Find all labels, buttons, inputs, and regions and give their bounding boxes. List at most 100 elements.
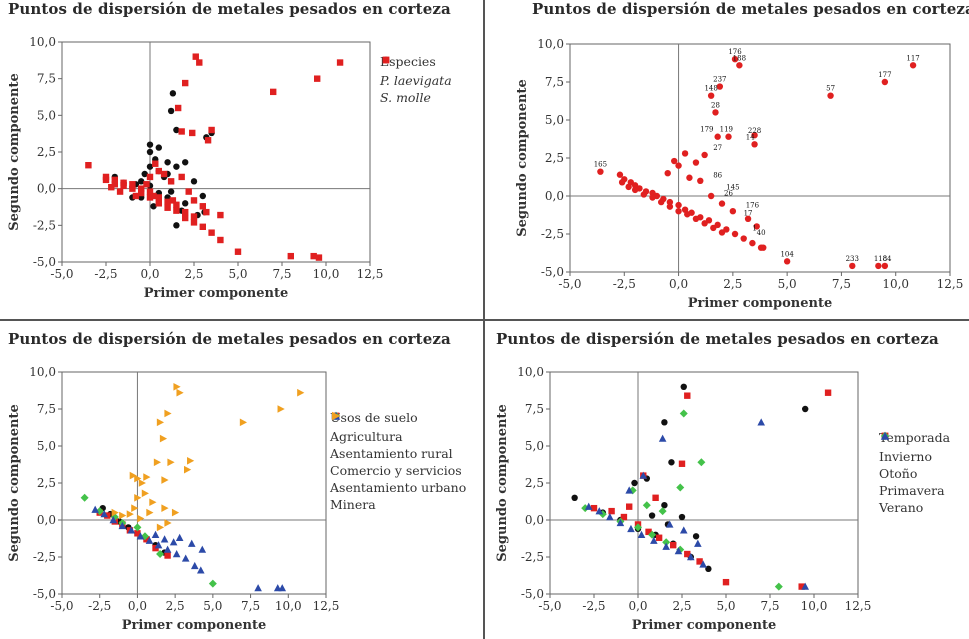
data-point bbox=[192, 53, 199, 60]
data-point bbox=[666, 198, 674, 206]
legend-label: Otoño bbox=[879, 466, 918, 481]
legend-title: Temporada bbox=[879, 430, 951, 445]
data-point bbox=[731, 56, 739, 63]
data-point bbox=[881, 78, 889, 86]
y-tick-label: 7,5 bbox=[37, 72, 56, 86]
x-tick-label: 12,5 bbox=[313, 599, 340, 613]
y-tick-label: 7,5 bbox=[37, 402, 56, 416]
data-point bbox=[173, 126, 180, 134]
y-tick-label: 2,5 bbox=[37, 476, 56, 490]
data-point bbox=[658, 434, 667, 442]
data-point bbox=[595, 507, 604, 515]
y-tick-label: -5,0 bbox=[33, 587, 56, 601]
point-label: 27 bbox=[713, 144, 722, 152]
data-point bbox=[182, 200, 189, 207]
data-point bbox=[137, 514, 145, 523]
data-point bbox=[138, 189, 145, 197]
data-point bbox=[141, 170, 148, 178]
data-point bbox=[204, 137, 212, 144]
data-point bbox=[169, 538, 178, 546]
data-point bbox=[109, 516, 118, 524]
data-point bbox=[642, 501, 651, 510]
data-point bbox=[590, 504, 598, 512]
x-tick-label: -2,5 bbox=[613, 277, 636, 291]
x-tick-label: 7,5 bbox=[760, 599, 779, 613]
legend-item-agricultura: Agricultura bbox=[330, 412, 466, 445]
x-tick-label: 5,0 bbox=[716, 599, 735, 613]
y-tick-label: 0,0 bbox=[37, 513, 56, 527]
data-point bbox=[161, 504, 169, 512]
x-axis-label: Primer componente bbox=[122, 618, 267, 633]
y-tick-label: 2,5 bbox=[525, 476, 544, 490]
data-point bbox=[171, 508, 180, 517]
data-point bbox=[156, 550, 165, 559]
data-point bbox=[696, 558, 703, 565]
data-point bbox=[153, 458, 162, 467]
data-point bbox=[159, 434, 168, 443]
data-point bbox=[634, 523, 642, 532]
data-point bbox=[178, 128, 185, 135]
y-tick-label: 10,0 bbox=[517, 365, 544, 379]
data-point bbox=[674, 547, 683, 555]
x-tick-label: -5,0 bbox=[50, 267, 73, 281]
x-tick-label: 2,5 bbox=[166, 599, 185, 613]
data-point bbox=[824, 389, 832, 396]
data-point bbox=[208, 229, 215, 236]
data-point bbox=[729, 208, 737, 215]
legend-label: Verano bbox=[879, 500, 924, 515]
data-point bbox=[676, 483, 685, 492]
data-point bbox=[146, 194, 154, 201]
data-point bbox=[881, 262, 889, 270]
data-point bbox=[684, 392, 691, 399]
data-point bbox=[127, 526, 136, 534]
x-tick-label: 0,0 bbox=[669, 277, 688, 291]
series-3 bbox=[91, 505, 287, 592]
series-2 bbox=[581, 409, 783, 591]
data-point bbox=[697, 458, 706, 467]
x-axis-label: Primer componente bbox=[632, 618, 777, 633]
data-point bbox=[203, 208, 210, 216]
horizontal-divider bbox=[0, 319, 969, 321]
data-point bbox=[608, 507, 615, 515]
data-point bbox=[626, 503, 633, 510]
data-point bbox=[694, 539, 702, 547]
chart-panel-land-use: Puntos de dispersión de metales pesados … bbox=[0, 322, 480, 639]
data-point bbox=[164, 159, 171, 166]
data-point bbox=[684, 211, 691, 218]
data-point bbox=[336, 59, 344, 66]
legend-item-p-laevigata: P. laevigata bbox=[380, 56, 452, 89]
data-point bbox=[190, 178, 198, 185]
data-point bbox=[111, 508, 119, 517]
data-point bbox=[277, 405, 285, 413]
data-point bbox=[662, 542, 670, 550]
y-axis-label: Segundo componente bbox=[7, 73, 22, 231]
data-point bbox=[678, 513, 686, 521]
data-point bbox=[710, 224, 717, 232]
data-point bbox=[675, 162, 682, 169]
point-label: 237 bbox=[713, 76, 726, 84]
data-point bbox=[666, 203, 674, 210]
x-tick-label: 10,0 bbox=[801, 599, 828, 613]
data-point bbox=[143, 181, 150, 188]
data-point bbox=[648, 512, 656, 519]
data-point bbox=[199, 192, 206, 200]
data-point bbox=[664, 170, 671, 177]
y-tick-label: -2,5 bbox=[541, 227, 564, 241]
data-point bbox=[716, 83, 724, 90]
data-point bbox=[652, 494, 659, 501]
data-point bbox=[185, 188, 192, 195]
data-point bbox=[132, 192, 140, 200]
data-point bbox=[606, 513, 614, 521]
data-point bbox=[169, 197, 177, 204]
data-point bbox=[196, 566, 205, 574]
data-point bbox=[196, 59, 203, 66]
data-point bbox=[138, 185, 145, 192]
data-point bbox=[140, 532, 149, 541]
data-point bbox=[699, 560, 707, 568]
x-axis-label: Primer componente bbox=[688, 296, 833, 311]
data-point bbox=[181, 554, 190, 562]
legend-season: Temporada Invierno Otoño Primavera Veran… bbox=[879, 430, 950, 516]
data-point bbox=[134, 474, 142, 483]
y-tick-label: 0,0 bbox=[37, 182, 56, 196]
data-point bbox=[167, 178, 175, 185]
